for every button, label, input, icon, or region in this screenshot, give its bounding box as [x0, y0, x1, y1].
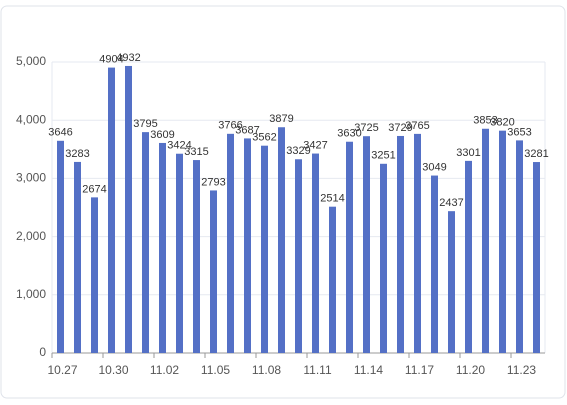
x-tick-label: 11.23 [507, 363, 536, 377]
bar [91, 197, 98, 353]
data-label: 3283 [65, 148, 89, 160]
data-label: 3853 [473, 115, 497, 127]
bar [57, 140, 64, 353]
x-tick-label: 11.20 [456, 363, 485, 377]
data-label: 3609 [150, 129, 174, 141]
bar [210, 190, 217, 353]
bar [176, 153, 183, 353]
bar [482, 128, 489, 353]
bar [397, 135, 404, 353]
data-label: 3281 [524, 148, 548, 160]
bar [414, 133, 421, 353]
data-label: 3729 [388, 122, 412, 134]
data-label: 3049 [422, 161, 446, 173]
data-label: 3427 [303, 139, 327, 151]
data-label: 3766 [218, 120, 242, 132]
x-tick-label: 11.05 [201, 363, 230, 377]
bar [516, 140, 523, 353]
bar [363, 136, 370, 353]
bar [244, 138, 251, 353]
x-tick-label: 10.30 [98, 363, 128, 377]
x-tick-label: 10.27 [47, 363, 77, 377]
data-label: 3687 [235, 124, 259, 136]
y-tick-label: 2,000 [16, 229, 46, 243]
x-tick-label: 11.11 [303, 363, 332, 377]
bar [278, 127, 285, 353]
data-label: 3329 [286, 145, 310, 157]
y-tick-label: 3,000 [16, 171, 46, 185]
data-label: 2674 [82, 183, 106, 195]
data-label: 4904 [99, 53, 123, 65]
data-label: 3562 [252, 132, 276, 144]
y-tick-label: 5,000 [16, 54, 46, 68]
data-label: 3820 [490, 117, 514, 129]
bar [329, 206, 336, 353]
data-label: 2514 [320, 193, 344, 205]
bar [431, 175, 438, 353]
bar [74, 161, 81, 353]
bar [448, 211, 455, 353]
bar [533, 162, 540, 353]
bar [125, 65, 132, 353]
data-label: 3795 [133, 118, 157, 130]
bar [312, 153, 319, 353]
data-label: 3630 [337, 128, 361, 140]
data-label: 4932 [116, 52, 140, 64]
bar [159, 142, 166, 353]
data-label: 3424 [167, 140, 191, 152]
bar [465, 160, 472, 353]
data-label: 3653 [507, 126, 531, 138]
bar [142, 132, 149, 353]
bar [380, 163, 387, 353]
data-label: 3765 [405, 120, 429, 132]
bar [499, 130, 506, 353]
bar [295, 159, 302, 353]
data-label: 3879 [269, 113, 293, 125]
y-tick-label: 0 [39, 345, 46, 359]
y-tick-label: 4,000 [16, 112, 46, 126]
bar [108, 67, 115, 354]
data-label: 3301 [456, 147, 480, 159]
data-label: 2437 [439, 197, 463, 209]
bar [261, 145, 268, 353]
data-label: 3725 [354, 122, 378, 134]
data-label: 2793 [201, 176, 225, 188]
x-tick-label: 11.14 [354, 363, 383, 377]
y-tick-label: 1,000 [16, 287, 46, 301]
x-tick-label: 11.17 [405, 363, 434, 377]
data-label: 3315 [184, 146, 208, 158]
bar [227, 133, 234, 353]
bar [346, 141, 353, 353]
x-tick-label: 11.08 [252, 363, 281, 377]
x-tick-label: 11.02 [150, 363, 179, 377]
data-label: 3646 [48, 127, 72, 139]
bar [193, 160, 200, 353]
data-label: 3251 [371, 150, 395, 162]
